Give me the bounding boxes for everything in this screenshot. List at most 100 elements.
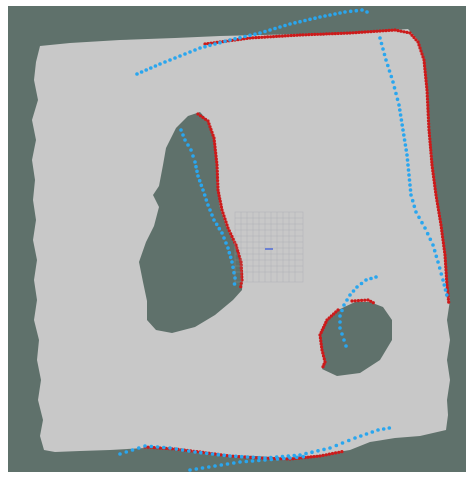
obstacle-hit-point (429, 157, 434, 161)
obstacle-hit-point (229, 232, 233, 236)
laser-scan-point (334, 443, 339, 448)
obstacle-hit-point (325, 318, 329, 322)
laser-scan-point (410, 198, 415, 203)
laser-scan-point (268, 28, 272, 32)
obstacle-hit-point (445, 283, 449, 287)
laser-scan-point (378, 36, 382, 40)
laser-scan-point (181, 133, 185, 137)
obstacle-hit-point (318, 333, 322, 337)
laser-scan-point (195, 169, 199, 174)
obstacle-hit-point (260, 35, 264, 39)
obstacle-hit-point (443, 250, 447, 254)
obstacle-hit-point (384, 29, 388, 33)
laser-scan-point (197, 178, 202, 183)
laser-scan-point (162, 445, 166, 450)
laser-scan-point (436, 260, 440, 264)
obstacle-hit-point (215, 175, 220, 180)
obstacle-hit-point (327, 452, 331, 456)
laser-scan-point (417, 215, 421, 220)
obstacle-hit-point (445, 280, 449, 284)
obstacle-hit-point (321, 351, 325, 355)
obstacle-hit-point (447, 300, 451, 304)
obstacle-hit-point (426, 113, 430, 117)
laser-scan-point (425, 231, 430, 236)
laser-scan-point (387, 426, 392, 430)
obstacle-hit-point (215, 163, 219, 167)
obstacle-hit-point (445, 277, 449, 281)
obstacle-hit-point (152, 446, 156, 450)
obstacle-hit-point (412, 35, 416, 40)
obstacle-hit-point (443, 253, 447, 257)
obstacle-hit-point (318, 454, 322, 458)
obstacle-hit-point (225, 223, 229, 227)
obstacle-hit-point (381, 29, 385, 33)
laser-scan-points (118, 8, 449, 472)
laser-scan-point (364, 432, 369, 436)
obstacle-hit-point (405, 30, 409, 34)
laser-scan-point (338, 314, 342, 318)
laser-scan-point (199, 450, 203, 455)
obstacle-hit-point (319, 32, 323, 36)
obstacle-hit-point (444, 262, 448, 266)
laser-scan-point (204, 451, 209, 456)
obstacle-hit-point (220, 208, 224, 212)
obstacle-hit-point (219, 205, 223, 209)
obstacle-hit-point (295, 33, 299, 37)
obstacle-hit-point (214, 151, 218, 155)
laser-scan-point (238, 35, 242, 40)
obstacle-hit-point (436, 205, 440, 209)
laser-scan-point (232, 270, 236, 275)
obstacle-hit-point (439, 226, 443, 230)
obstacle-hit-point (251, 36, 255, 40)
obstacle-hit-point (238, 257, 242, 261)
laser-scan-point (153, 64, 158, 68)
obstacle-hit-point (350, 299, 354, 303)
obstacle-hit-point (426, 119, 431, 123)
obstacle-hit-point (363, 298, 367, 302)
obstacle-hit-point (212, 136, 216, 140)
laser-scan-point (189, 148, 193, 152)
obstacle-hit-point (441, 241, 445, 245)
obstacle-hit-point (218, 197, 222, 201)
laser-scan-point (183, 138, 187, 142)
laser-scan-point (316, 449, 320, 453)
laser-scan-point (288, 22, 292, 26)
obstacle-hit-point (243, 455, 247, 459)
obstacle-hit-point (218, 199, 222, 203)
obstacle-hit-point (322, 357, 326, 361)
laser-scan-point (124, 450, 129, 454)
obstacle-hit-point (417, 43, 421, 47)
obstacle-hit-point (298, 33, 302, 37)
obstacle-hit-point (425, 97, 430, 101)
obstacle-hit-point (231, 454, 235, 458)
obstacle-hit-point (254, 36, 258, 40)
laser-scan-point (210, 213, 214, 217)
laser-scan-point (407, 173, 411, 177)
laser-scan-point (387, 69, 392, 73)
obstacle-hit-point (446, 297, 450, 301)
obstacle-hit-point (351, 31, 355, 35)
laser-scan-point (143, 444, 147, 448)
laser-scan-point (118, 452, 122, 456)
obstacle-hit-point (441, 235, 445, 239)
laser-scan-point (194, 467, 199, 471)
laser-scan-point (199, 183, 204, 188)
obstacle-hit-point (369, 30, 373, 34)
obstacle-hit-point (435, 199, 439, 203)
laser-scan-point (381, 47, 385, 51)
laser-scan-point (208, 43, 212, 48)
laser-scan-point (149, 444, 154, 449)
obstacle-hit-point (248, 36, 252, 40)
obstacle-hit-point (422, 58, 426, 62)
obstacle-hit-point (213, 145, 217, 149)
obstacle-hit-point (219, 202, 223, 206)
obstacle-hit-point (438, 220, 443, 224)
obstacle-hit-point (217, 194, 221, 198)
laser-scan-point (243, 34, 247, 39)
obstacle-hit-point (432, 178, 436, 182)
obstacle-hit-point (421, 55, 425, 59)
obstacle-hit-point (321, 354, 326, 358)
laser-scan-point (369, 276, 373, 281)
obstacle-hit-point (321, 32, 326, 36)
